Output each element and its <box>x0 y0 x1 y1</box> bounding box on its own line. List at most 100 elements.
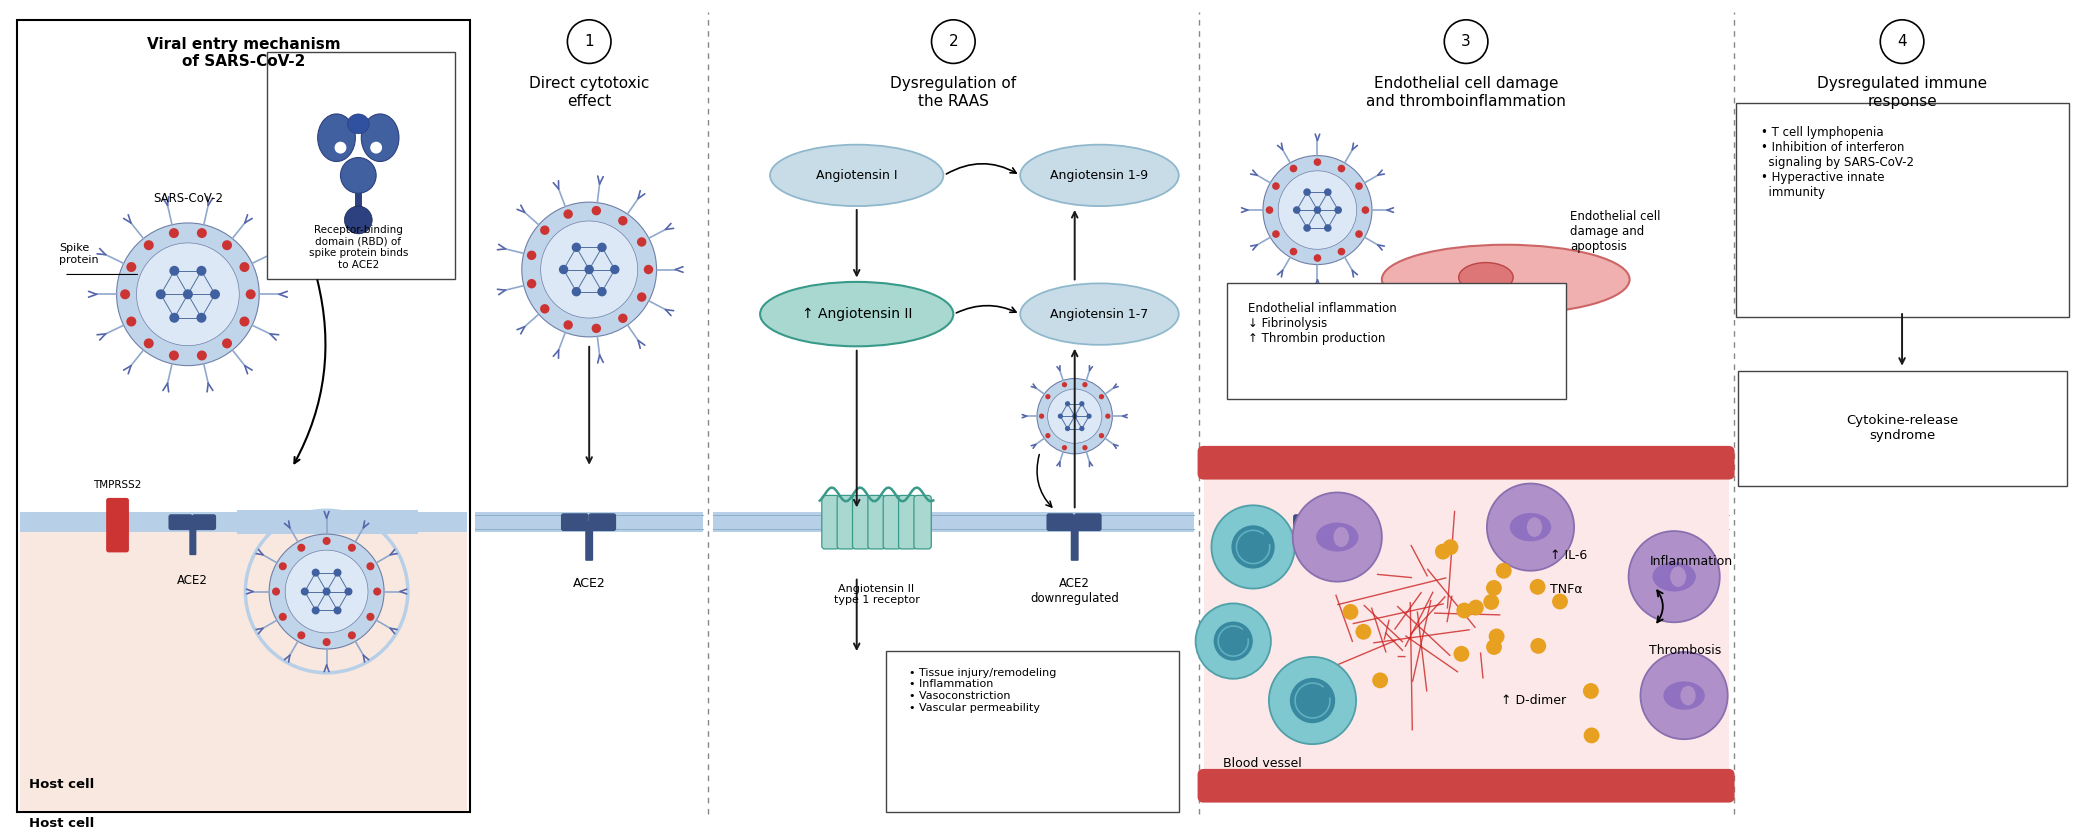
Circle shape <box>334 568 342 577</box>
Text: 3: 3 <box>1462 34 1470 49</box>
Ellipse shape <box>1316 522 1359 552</box>
Circle shape <box>1303 188 1311 196</box>
Circle shape <box>1303 224 1311 232</box>
Circle shape <box>169 313 179 323</box>
Circle shape <box>1355 182 1364 190</box>
FancyBboxPatch shape <box>1737 370 2066 486</box>
Circle shape <box>1585 727 1599 743</box>
Circle shape <box>932 20 976 63</box>
Circle shape <box>211 290 221 300</box>
Circle shape <box>1099 394 1105 399</box>
Ellipse shape <box>361 114 398 161</box>
Circle shape <box>1270 657 1355 744</box>
Circle shape <box>344 206 373 234</box>
Text: Host cell: Host cell <box>29 778 94 790</box>
Circle shape <box>196 350 206 360</box>
Circle shape <box>1278 171 1357 250</box>
Circle shape <box>334 607 342 615</box>
Circle shape <box>1468 600 1485 616</box>
FancyBboxPatch shape <box>1228 284 1566 399</box>
Circle shape <box>156 290 167 300</box>
Circle shape <box>121 290 129 300</box>
Circle shape <box>1080 401 1084 406</box>
Text: Cytokine-release
syndrome: Cytokine-release syndrome <box>1845 414 1958 442</box>
Text: Endothelial cell damage
and thromboinflammation: Endothelial cell damage and thromboinfla… <box>1366 77 1566 109</box>
Circle shape <box>644 265 653 275</box>
Circle shape <box>540 305 550 314</box>
Circle shape <box>298 631 304 639</box>
Circle shape <box>559 265 569 275</box>
Circle shape <box>1264 156 1372 265</box>
Circle shape <box>1291 248 1297 255</box>
FancyBboxPatch shape <box>475 513 703 532</box>
Circle shape <box>311 568 319 577</box>
Circle shape <box>196 313 206 323</box>
Circle shape <box>1272 182 1280 190</box>
Text: Direct cytotoxic
effect: Direct cytotoxic effect <box>530 77 648 109</box>
Circle shape <box>1232 525 1274 568</box>
Circle shape <box>528 250 536 260</box>
FancyBboxPatch shape <box>1735 103 2068 317</box>
Circle shape <box>596 243 607 252</box>
Circle shape <box>592 324 600 333</box>
Text: 1: 1 <box>584 34 594 49</box>
Circle shape <box>1045 433 1051 438</box>
Circle shape <box>279 613 288 621</box>
Circle shape <box>1641 652 1728 739</box>
Text: Endothelial cell
damage and
apoptosis: Endothelial cell damage and apoptosis <box>1570 210 1660 253</box>
Circle shape <box>1487 639 1501 655</box>
FancyBboxPatch shape <box>106 498 129 552</box>
Circle shape <box>1213 622 1253 661</box>
Circle shape <box>311 607 319 615</box>
Circle shape <box>596 287 607 296</box>
Circle shape <box>323 537 332 545</box>
Circle shape <box>1293 206 1301 214</box>
Circle shape <box>271 587 279 596</box>
Circle shape <box>269 534 384 649</box>
Circle shape <box>567 20 611 63</box>
FancyBboxPatch shape <box>21 520 467 810</box>
FancyBboxPatch shape <box>899 495 915 549</box>
Circle shape <box>1061 445 1068 450</box>
Text: Thrombosis: Thrombosis <box>1649 645 1722 657</box>
Circle shape <box>371 141 382 154</box>
Circle shape <box>1038 414 1045 418</box>
FancyBboxPatch shape <box>1047 513 1074 531</box>
Text: TNFα: TNFα <box>1551 583 1583 597</box>
Circle shape <box>340 157 375 193</box>
Circle shape <box>1334 206 1343 214</box>
Circle shape <box>169 228 179 238</box>
FancyBboxPatch shape <box>21 513 467 532</box>
Text: ↑ IL-6: ↑ IL-6 <box>1551 549 1587 562</box>
Circle shape <box>1324 224 1332 232</box>
Circle shape <box>1339 165 1345 172</box>
FancyBboxPatch shape <box>1197 769 1735 803</box>
Ellipse shape <box>1020 284 1178 344</box>
Ellipse shape <box>1664 681 1706 710</box>
FancyBboxPatch shape <box>169 514 192 530</box>
Text: Endothelial inflammation
↓ Fibrinolysis
↑ Thrombin production: Endothelial inflammation ↓ Fibrinolysis … <box>1249 302 1397 345</box>
Text: Angiotensin 1-7: Angiotensin 1-7 <box>1051 308 1149 320</box>
Text: 2: 2 <box>949 34 959 49</box>
Circle shape <box>1355 230 1364 238</box>
Circle shape <box>240 316 250 326</box>
Circle shape <box>1211 505 1295 588</box>
Text: Inflammation: Inflammation <box>1649 555 1733 568</box>
Circle shape <box>1339 248 1345 255</box>
Circle shape <box>1061 382 1068 387</box>
Ellipse shape <box>1334 527 1349 547</box>
Circle shape <box>638 292 646 302</box>
Circle shape <box>1314 158 1322 166</box>
Ellipse shape <box>1670 567 1687 587</box>
Circle shape <box>611 265 619 275</box>
FancyBboxPatch shape <box>1203 473 1728 775</box>
Circle shape <box>323 587 332 596</box>
Circle shape <box>348 631 357 639</box>
Circle shape <box>1272 230 1280 238</box>
Circle shape <box>1343 604 1359 620</box>
Circle shape <box>540 225 550 235</box>
FancyBboxPatch shape <box>1293 514 1318 530</box>
Circle shape <box>348 544 357 552</box>
Text: 4: 4 <box>1897 34 1908 49</box>
FancyBboxPatch shape <box>1314 521 1322 555</box>
